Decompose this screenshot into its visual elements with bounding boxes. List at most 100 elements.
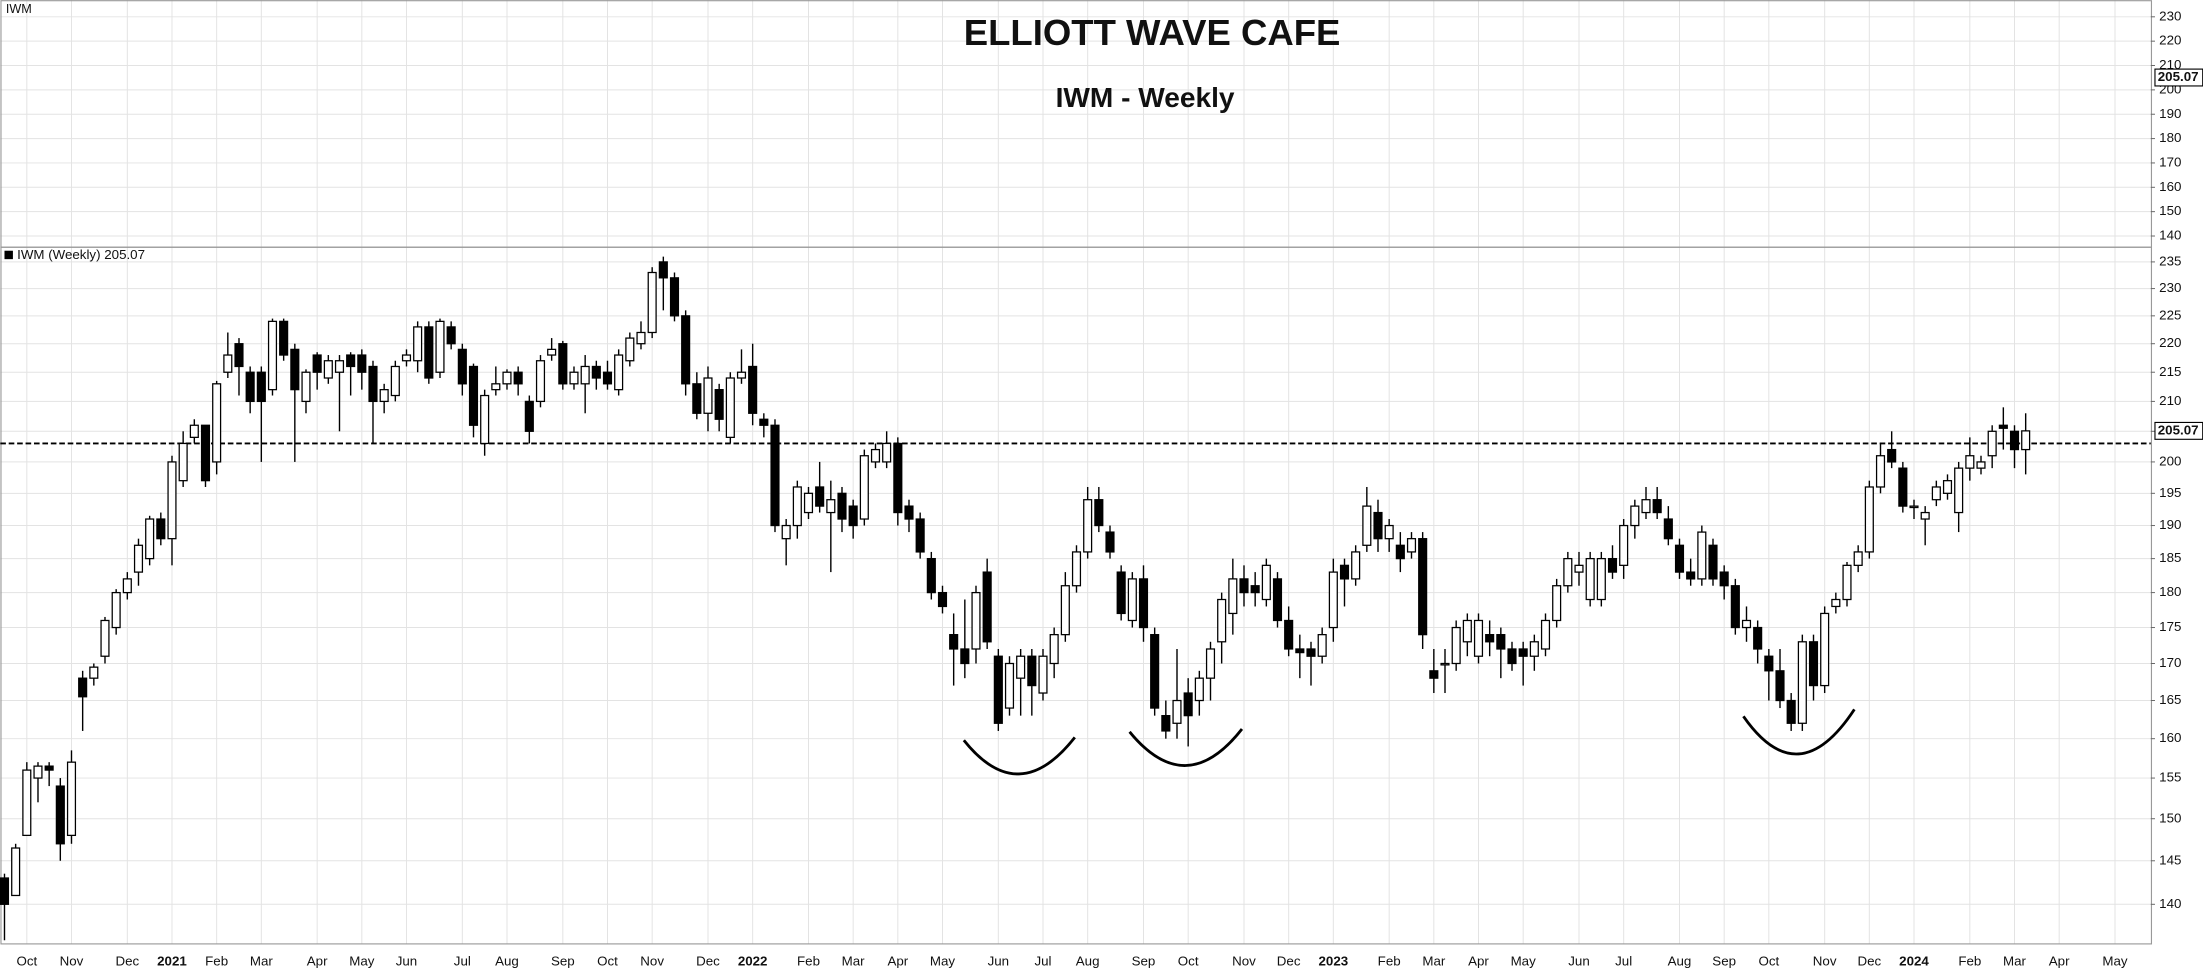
candle-body xyxy=(949,634,959,650)
candle-body xyxy=(346,354,356,368)
candle-body xyxy=(1016,655,1026,679)
last-value-label: 205.07 xyxy=(2158,69,2199,84)
candle-body xyxy=(290,348,300,391)
candle-body xyxy=(1485,634,1495,643)
candle-body xyxy=(1194,677,1204,702)
x-tick-label: Apr xyxy=(1468,954,1489,969)
candle-body xyxy=(1239,578,1249,594)
y-tick-label: 220 xyxy=(2159,335,2181,350)
x-tick-label: Nov xyxy=(60,954,84,969)
y-tick-label: 195 xyxy=(2159,485,2181,500)
y-tick-label: 180 xyxy=(2159,584,2181,599)
candle-body xyxy=(759,418,769,426)
candle-body xyxy=(1473,619,1484,657)
x-tick-label: 2021 xyxy=(157,954,187,969)
candle-body xyxy=(792,486,802,527)
candle-body xyxy=(1250,585,1260,594)
candle-body xyxy=(156,518,166,540)
y-tick-label: 230 xyxy=(2159,280,2181,295)
candle-body xyxy=(0,877,10,905)
candle-body xyxy=(301,371,311,403)
candle-body xyxy=(468,365,479,426)
top-panel-label: IWM xyxy=(6,2,32,16)
candle-body xyxy=(323,360,333,379)
candle-body xyxy=(357,354,367,373)
y-tick-label: 200 xyxy=(2159,453,2181,468)
x-tick-label: Dec xyxy=(115,954,139,969)
candle-body xyxy=(1663,518,1673,540)
candle-body xyxy=(424,326,434,379)
x-tick-label: Nov xyxy=(1813,954,1837,969)
y-tick-label: 225 xyxy=(2159,307,2181,322)
candle-body xyxy=(591,365,601,379)
candle-body xyxy=(803,492,814,514)
candle-body xyxy=(1440,662,1450,666)
candle-body xyxy=(1976,461,1986,469)
candle-body xyxy=(1529,641,1539,657)
x-tick-label: Feb xyxy=(205,954,228,969)
candle-body xyxy=(223,354,233,373)
x-tick-label: Apr xyxy=(2049,954,2070,969)
candle-body xyxy=(145,518,155,560)
candle-body xyxy=(1831,598,1841,608)
candle-body xyxy=(837,492,847,520)
x-tick-label: Nov xyxy=(640,954,664,969)
x-tick-label: Jun xyxy=(988,954,1010,969)
candle-body xyxy=(334,360,345,373)
candle-body xyxy=(1351,551,1361,580)
candle-body xyxy=(625,337,635,362)
candle-body xyxy=(1630,505,1640,527)
candle-body xyxy=(1942,480,1953,494)
x-tick-label: Aug xyxy=(1668,954,1692,969)
x-tick-label: Mar xyxy=(842,954,866,969)
candle-body xyxy=(960,648,970,665)
candle-body xyxy=(937,591,948,608)
candle-body xyxy=(1965,455,1975,469)
candle-body xyxy=(1719,571,1729,587)
candle-body xyxy=(279,320,289,356)
candle-body xyxy=(2009,430,2020,451)
x-tick-label: Dec xyxy=(696,954,720,969)
candle-body xyxy=(1228,578,1238,615)
candle-body xyxy=(714,389,724,420)
candle-body xyxy=(971,591,981,650)
candle-body xyxy=(580,365,590,385)
candle-body xyxy=(993,655,1003,724)
candle-body xyxy=(111,591,121,629)
candle-body xyxy=(368,365,378,403)
x-tick-label: Apr xyxy=(887,954,908,969)
candle-body xyxy=(1808,641,1819,687)
y-tick-label: 170 xyxy=(2159,655,2181,670)
candle-body xyxy=(234,343,244,368)
candle-body xyxy=(848,505,858,527)
candle-body xyxy=(770,424,780,527)
candle-body xyxy=(1183,692,1193,717)
x-tick-label: Oct xyxy=(16,954,37,969)
candle-body xyxy=(1507,648,1517,665)
x-tick-label: Aug xyxy=(495,954,519,969)
x-tick-label: Sep xyxy=(551,954,575,969)
candle-body xyxy=(1496,634,1506,650)
candle-body xyxy=(882,442,892,463)
candle-body xyxy=(1406,538,1417,553)
candle-body xyxy=(1261,564,1271,601)
candle-body xyxy=(1004,662,1015,709)
candle-body xyxy=(100,619,110,657)
x-tick-label: Oct xyxy=(1178,954,1199,969)
x-tick-label: Dec xyxy=(1857,954,1881,969)
candle-body xyxy=(982,571,992,643)
candle-body xyxy=(1563,557,1573,587)
candle-body xyxy=(1116,571,1126,615)
candle-body xyxy=(189,424,199,438)
x-tick-label: Mar xyxy=(1422,954,1446,969)
candle-body xyxy=(1362,505,1372,546)
candle-body xyxy=(1596,557,1606,601)
x-tick-label: Apr xyxy=(307,954,328,969)
y-tick-label: 210 xyxy=(2159,393,2181,408)
candle-body xyxy=(1987,430,1997,457)
x-tick-label: Aug xyxy=(1076,954,1100,969)
candle-body xyxy=(133,544,144,573)
candle-body xyxy=(502,371,512,385)
